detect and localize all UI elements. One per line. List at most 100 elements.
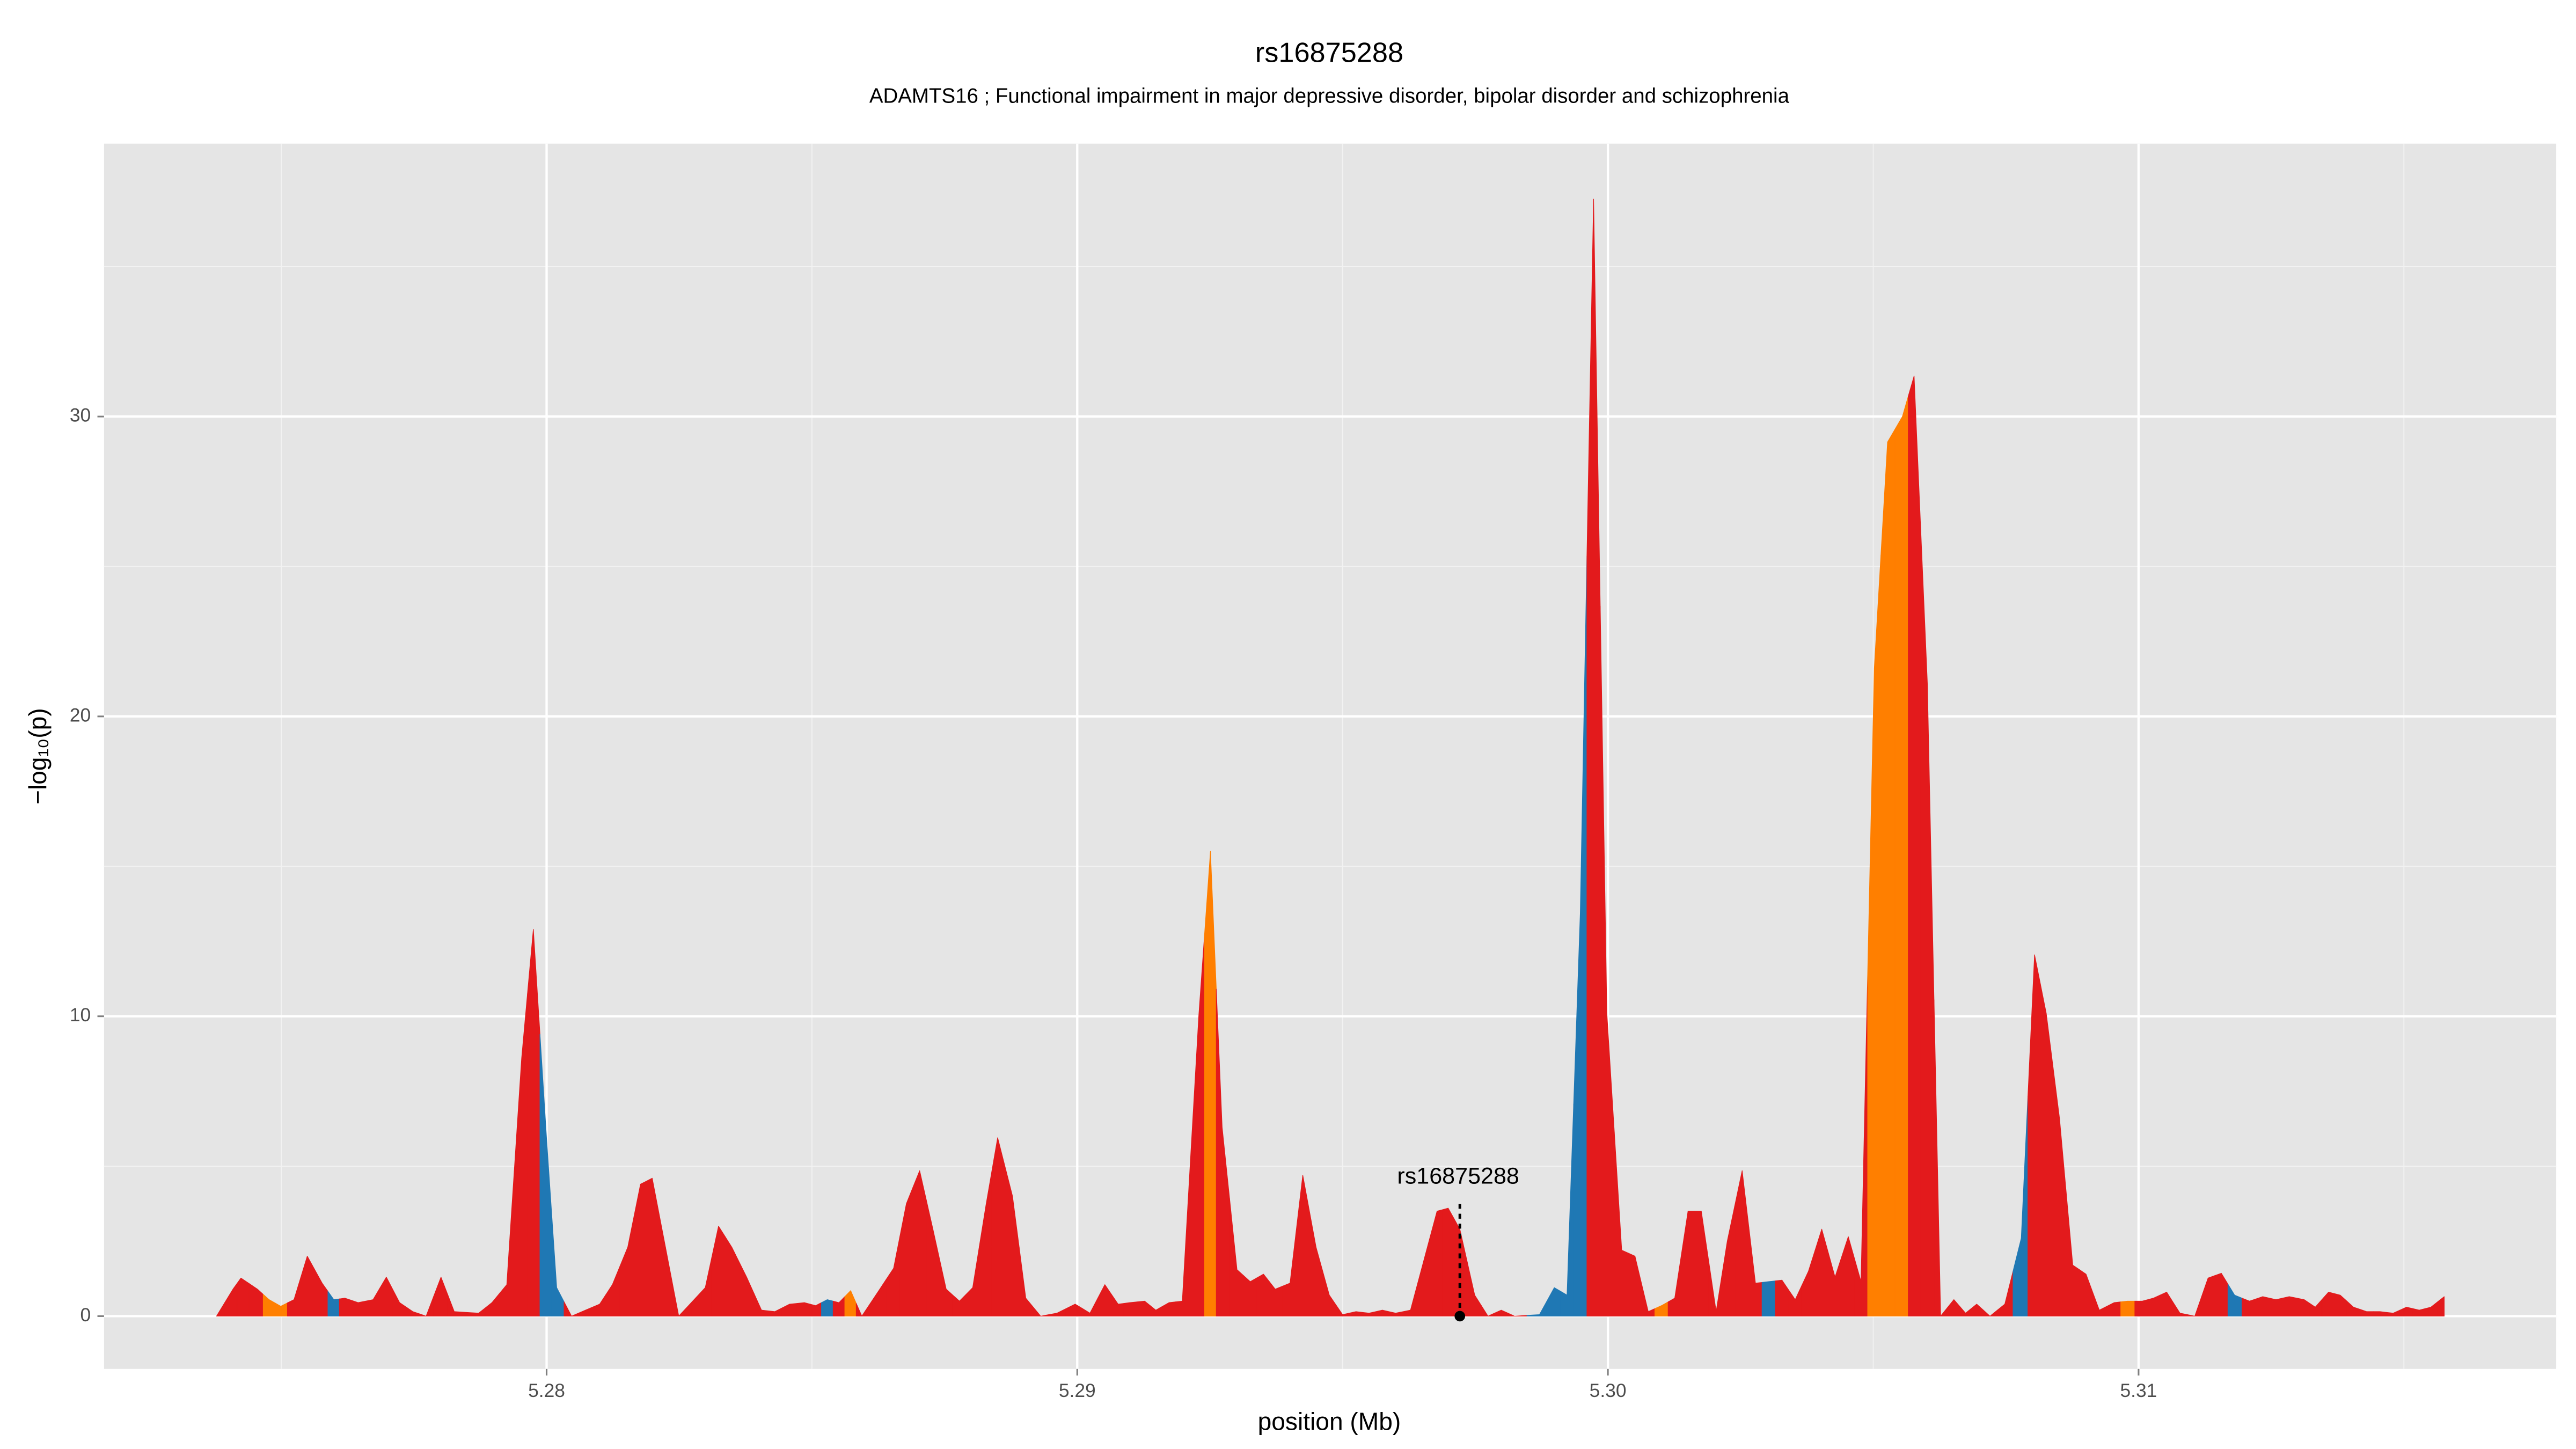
area-segment — [248, 1283, 264, 1317]
area-segment — [236, 1277, 250, 1317]
area-segment — [2309, 1299, 2323, 1317]
area-segment — [1269, 1281, 1283, 1317]
area-segment — [939, 1258, 954, 1317]
area-segment — [262, 1294, 275, 1317]
area-segment — [844, 1290, 857, 1317]
area-segment — [287, 1277, 301, 1317]
area-segment — [899, 1187, 913, 1317]
area-segment — [926, 1199, 940, 1317]
y-tick-label: 0 — [80, 1305, 91, 1326]
area-segment — [2173, 1302, 2188, 1317]
area-segment — [1467, 1262, 1482, 1317]
area-segment — [379, 1277, 393, 1317]
area-segment — [1362, 1311, 1377, 1317]
area-segment — [1721, 1205, 1736, 1317]
area-segment — [1048, 1308, 1067, 1317]
area-segment — [1402, 1285, 1418, 1317]
area-segment — [1788, 1285, 1803, 1317]
area-segment — [406, 1307, 420, 1317]
area-segment — [2399, 1307, 2413, 1317]
area-segment — [1854, 975, 1868, 1317]
area-segment — [2012, 1096, 2029, 1317]
area-segment — [365, 1288, 380, 1317]
area-segment — [646, 1177, 666, 1317]
area-segment — [2147, 1294, 2161, 1317]
area-segment — [1946, 1299, 1960, 1317]
area-segment — [1216, 989, 1230, 1317]
area-segment — [1586, 199, 1601, 1317]
area-segment — [1614, 1131, 1629, 1317]
area-segment — [1641, 1283, 1656, 1317]
area-segment — [274, 1302, 288, 1317]
area-segment — [619, 1215, 635, 1317]
area-segment — [2373, 1311, 2387, 1317]
area-segment — [1349, 1311, 1363, 1317]
area-segment — [1920, 529, 1935, 1317]
area-segment — [2412, 1308, 2426, 1317]
x-tick-label: 5.29 — [1059, 1380, 1096, 1401]
area-segment — [2160, 1292, 2174, 1317]
area-segment — [2437, 1296, 2445, 1317]
area-segment — [1573, 555, 1587, 1317]
area-segment — [711, 1226, 726, 1317]
area-segment — [2242, 1298, 2257, 1317]
area-segment — [634, 1181, 647, 1317]
area-segment — [314, 1269, 328, 1317]
area-segment — [1229, 1198, 1244, 1317]
area-segment — [1388, 1311, 1404, 1317]
area-segment — [1546, 1287, 1561, 1317]
area-segment — [767, 1307, 783, 1317]
area-segment — [1190, 933, 1205, 1317]
area-segment — [1256, 1274, 1270, 1317]
area-segment — [738, 1262, 755, 1317]
area-segment — [1801, 1249, 1816, 1317]
area-segment — [2346, 1300, 2361, 1317]
y-tick-label: 20 — [70, 705, 91, 726]
area-segment — [1971, 1304, 1984, 1317]
area-segment — [447, 1294, 467, 1317]
area-segment — [855, 1303, 871, 1317]
area-segment — [2425, 1301, 2438, 1317]
area-segment — [1628, 1253, 1642, 1317]
area-segment — [514, 993, 528, 1317]
area-segment — [821, 1299, 834, 1317]
annotation-point — [1454, 1311, 1466, 1322]
area-segment — [1600, 605, 1615, 1317]
area-segment — [1162, 1301, 1176, 1317]
area-segment — [1681, 1211, 1695, 1317]
area-segment — [1959, 1306, 1972, 1317]
area-segment — [392, 1289, 407, 1317]
chart-title: rs16875288 — [1255, 37, 1403, 68]
area-segment — [2201, 1275, 2215, 1317]
area-segment — [1526, 1300, 1548, 1317]
area-segment — [2386, 1309, 2401, 1317]
area-segment — [1019, 1247, 1034, 1317]
area-segment — [965, 1246, 980, 1317]
area-segment — [1814, 1228, 1829, 1317]
area-segment — [2334, 1293, 2347, 1317]
area-segment — [1894, 396, 1909, 1317]
area-segment — [327, 1291, 340, 1317]
area-segment — [1082, 1298, 1098, 1317]
area-segment — [665, 1247, 693, 1317]
area-segment — [1175, 1158, 1191, 1317]
area-segment — [1296, 1175, 1310, 1317]
area-segment — [2227, 1284, 2243, 1317]
area-segment — [564, 1301, 586, 1317]
area-segment — [1560, 1103, 1574, 1317]
area-segment — [1934, 999, 1948, 1317]
area-segment — [2079, 1269, 2093, 1317]
area-segment — [691, 1256, 713, 1317]
area-segment — [2028, 954, 2041, 1317]
area-segment — [300, 1256, 316, 1317]
area-segment — [1123, 1301, 1138, 1317]
area-segment — [1375, 1309, 1389, 1317]
area-segment — [832, 1296, 845, 1317]
area-segment — [1775, 1279, 1789, 1317]
area-segment — [1111, 1294, 1124, 1317]
area-segment — [1694, 1211, 1709, 1317]
area-segment — [1204, 851, 1217, 1317]
area-segment — [796, 1302, 811, 1317]
area-segment — [870, 1279, 887, 1317]
area-segment — [1481, 1305, 1495, 1317]
